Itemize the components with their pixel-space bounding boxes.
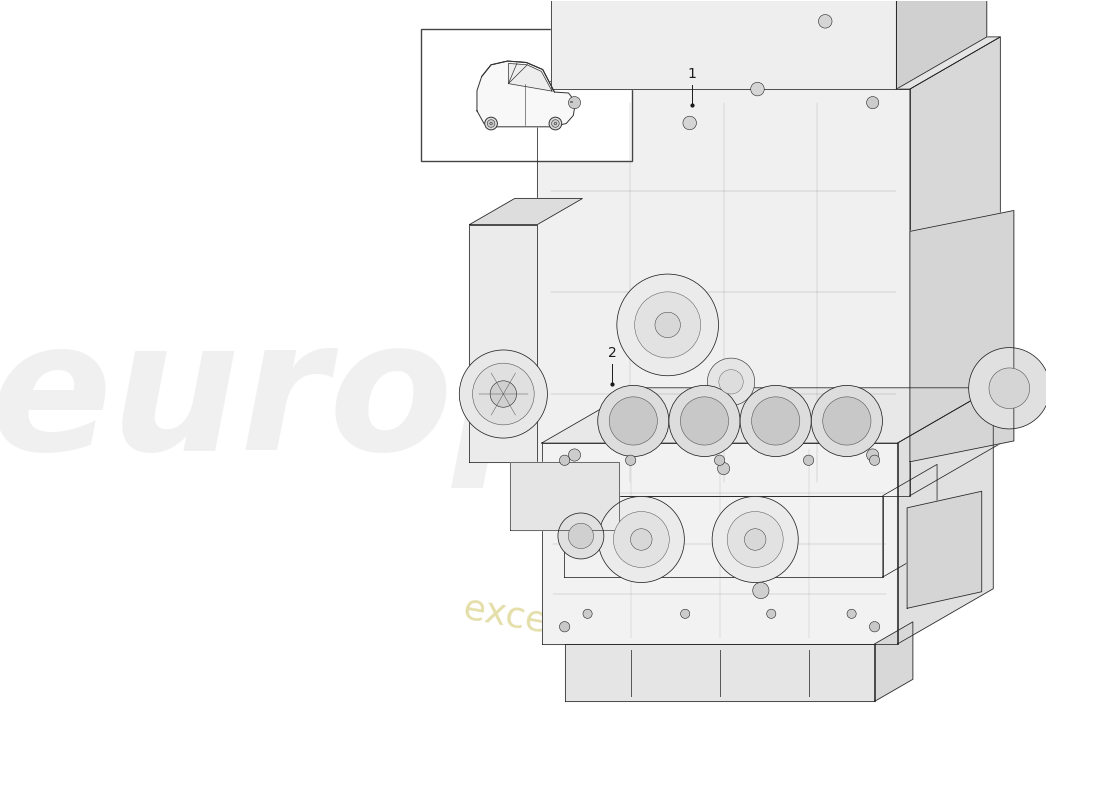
Circle shape <box>681 610 690 618</box>
Polygon shape <box>541 443 898 644</box>
Circle shape <box>818 14 832 28</box>
Circle shape <box>460 350 548 438</box>
Circle shape <box>969 348 1050 429</box>
Circle shape <box>740 386 812 457</box>
Circle shape <box>487 120 495 127</box>
Circle shape <box>490 122 493 125</box>
Polygon shape <box>883 464 937 577</box>
Polygon shape <box>898 388 993 644</box>
Circle shape <box>558 513 604 559</box>
Polygon shape <box>874 622 913 702</box>
Circle shape <box>869 455 880 466</box>
Circle shape <box>867 97 879 109</box>
Polygon shape <box>564 496 883 577</box>
Polygon shape <box>564 644 875 702</box>
Circle shape <box>473 363 535 425</box>
Circle shape <box>712 497 799 582</box>
Circle shape <box>654 312 681 338</box>
Circle shape <box>847 610 856 618</box>
Polygon shape <box>541 388 993 443</box>
Text: 1: 1 <box>688 67 696 81</box>
Circle shape <box>560 455 570 466</box>
Circle shape <box>751 397 800 445</box>
Circle shape <box>767 610 775 618</box>
Circle shape <box>554 122 557 125</box>
Polygon shape <box>551 0 896 89</box>
Circle shape <box>614 511 669 567</box>
Circle shape <box>669 386 740 457</box>
Polygon shape <box>510 462 618 530</box>
Circle shape <box>569 449 581 461</box>
Polygon shape <box>537 89 910 496</box>
Circle shape <box>635 292 701 358</box>
Circle shape <box>617 274 718 376</box>
Circle shape <box>597 386 669 457</box>
Polygon shape <box>910 210 1014 462</box>
Circle shape <box>745 529 766 550</box>
Circle shape <box>569 97 581 109</box>
Text: a passion for
excellence since 1985: a passion for excellence since 1985 <box>461 552 867 694</box>
Circle shape <box>598 497 684 582</box>
Polygon shape <box>470 198 582 225</box>
Circle shape <box>823 397 871 445</box>
Circle shape <box>752 582 769 598</box>
Circle shape <box>583 610 592 618</box>
Circle shape <box>681 397 728 445</box>
Circle shape <box>560 622 570 632</box>
Circle shape <box>491 381 517 407</box>
Circle shape <box>551 120 559 127</box>
Circle shape <box>869 622 880 632</box>
Circle shape <box>630 529 652 550</box>
Polygon shape <box>508 63 552 91</box>
Circle shape <box>727 511 783 567</box>
Bar <box>420 30 631 161</box>
Circle shape <box>989 368 1030 409</box>
Bar <box>570 101 572 102</box>
Circle shape <box>707 358 755 406</box>
Polygon shape <box>910 37 1000 496</box>
Polygon shape <box>537 37 1000 89</box>
Circle shape <box>609 397 658 445</box>
Polygon shape <box>470 225 537 462</box>
Circle shape <box>718 370 744 394</box>
Circle shape <box>803 455 814 466</box>
Circle shape <box>683 116 696 130</box>
Circle shape <box>549 117 562 130</box>
Circle shape <box>867 449 879 461</box>
Circle shape <box>717 462 729 474</box>
Circle shape <box>714 455 725 466</box>
Polygon shape <box>477 61 575 127</box>
Text: europarts: europarts <box>0 312 987 488</box>
Circle shape <box>812 386 882 457</box>
Circle shape <box>485 117 497 130</box>
Text: 2: 2 <box>607 346 616 360</box>
Polygon shape <box>908 491 981 608</box>
Circle shape <box>750 82 764 96</box>
Polygon shape <box>896 0 987 89</box>
Circle shape <box>626 455 636 466</box>
Circle shape <box>569 523 594 549</box>
